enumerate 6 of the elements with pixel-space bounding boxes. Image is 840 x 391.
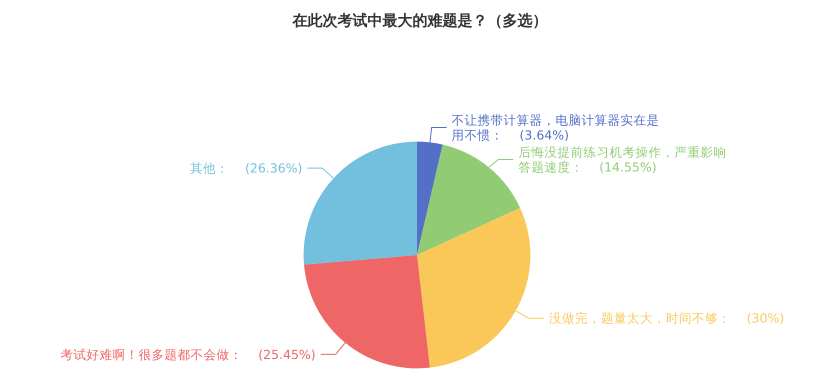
- slice-label: 考试好难啊！很多题都不会做： (25.45%): [60, 346, 316, 362]
- slice-label: 其他： (26.36%): [190, 160, 302, 176]
- slice-label: 不让携带计算器，电脑计算器实在是用不惯： (3.64%): [452, 112, 660, 142]
- slice-label: 后悔没提前练习机考操作，严重影响答题速度： (14.55%): [518, 144, 726, 174]
- chart-title: 在此次考试中最大的难题是？（多选）: [292, 12, 548, 30]
- slice-label: 没做完，题量太大，时间不够： (30%): [548, 310, 784, 326]
